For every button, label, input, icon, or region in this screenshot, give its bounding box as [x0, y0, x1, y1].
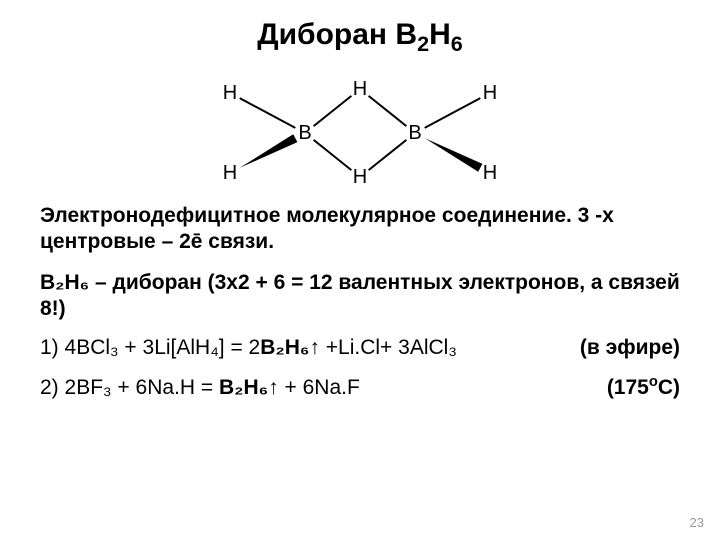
- page-number: 23: [690, 515, 704, 530]
- slide-title: Диборан В2Н6: [40, 18, 680, 57]
- svg-text:H: H: [483, 162, 497, 184]
- description-valence: В₂Н₆ – диборан (3x2 + 6 = 12 валентных э…: [40, 270, 680, 323]
- equation-2: 2) 2BF₃ + 6Na.H = B₂H₆↑ + 6Na.F (175oC): [40, 374, 680, 400]
- svg-text:H: H: [223, 162, 237, 184]
- title-word: Диборан: [257, 18, 387, 51]
- eq1-note: (в эфире): [580, 336, 680, 360]
- eq2-note: (175oC): [607, 374, 680, 400]
- svg-text:H: H: [353, 166, 367, 188]
- eq2-body: 2) 2BF₃ + 6Na.H = B₂H₆↑ + 6Na.F: [40, 376, 587, 400]
- eq1-body: 1) 4BCl₃ + 3Li[AlH₄] = 2B₂H₆↑ +Li.Cl+ 3A…: [40, 336, 560, 360]
- svg-text:H: H: [483, 82, 497, 104]
- svg-text:H: H: [353, 78, 367, 100]
- diborane-structure: H H B H H B H H: [205, 69, 515, 189]
- svg-text:B: B: [408, 122, 421, 144]
- equation-1: 1) 4BCl₃ + 3Li[AlH₄] = 2B₂H₆↑ +Li.Cl+ 3A…: [40, 336, 680, 360]
- desc2-rest: – диборан (3x2 + 6 = 12 валентных электр…: [40, 271, 680, 320]
- svg-text:H: H: [223, 82, 237, 104]
- desc2-formula: В₂Н₆: [40, 271, 89, 294]
- svg-text:B: B: [298, 122, 311, 144]
- title-formula: В2Н6: [395, 18, 462, 51]
- description-electron-deficient: Электронодефицитное молекулярное соедине…: [40, 203, 680, 256]
